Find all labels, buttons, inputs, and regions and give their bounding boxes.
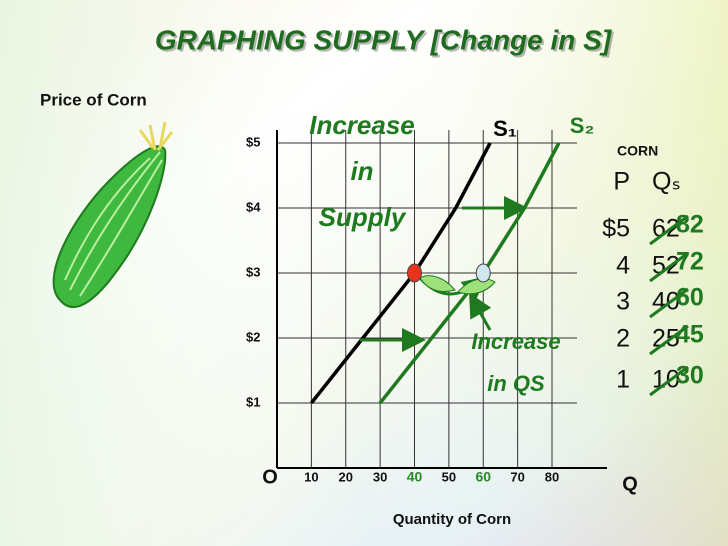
highlight-point xyxy=(407,263,422,283)
x-tick-label: 40 xyxy=(407,469,423,485)
x-tick-label: 60 xyxy=(475,469,491,485)
highlight-point xyxy=(475,263,491,283)
table-price: $5 xyxy=(602,215,630,243)
table-price: 2 xyxy=(616,325,630,353)
x-axis-letter: Q xyxy=(622,473,638,495)
y-axis-label: Price of Corn xyxy=(40,90,147,109)
table-new-quantity: 60 xyxy=(676,284,704,312)
annotation: Increase xyxy=(309,110,415,140)
table-header: P xyxy=(613,168,630,196)
origin-label: O xyxy=(262,466,278,488)
strike xyxy=(649,365,689,397)
series-label: S₁ xyxy=(493,116,517,141)
annotation: in QS xyxy=(487,371,545,396)
table-new-quantity: 82 xyxy=(676,211,704,239)
strike xyxy=(649,214,689,246)
table-price: 1 xyxy=(616,366,630,394)
x-tick-label: 80 xyxy=(545,469,559,484)
series-label: S₂ xyxy=(570,113,594,138)
annotation: in xyxy=(350,156,373,186)
x-tick-label: 20 xyxy=(339,469,353,484)
x-tick-label: 10 xyxy=(304,469,318,484)
table-new-quantity: 45 xyxy=(676,321,704,349)
strike xyxy=(649,287,689,319)
chart-title: GRAPHING SUPPLY [Change in S] xyxy=(155,24,613,55)
x-tick-label: 30 xyxy=(373,469,387,484)
table-price: 3 xyxy=(616,288,630,316)
arrow xyxy=(469,292,492,331)
strike xyxy=(649,324,689,356)
table-new-quantity: 30 xyxy=(676,362,704,390)
table-header: Qₛ xyxy=(652,168,681,196)
title-shadow: GRAPHING SUPPLY [Change in S] xyxy=(157,26,615,57)
leaf xyxy=(419,275,456,292)
y-tick-label: $5 xyxy=(246,134,260,149)
table-price: 4 xyxy=(616,252,630,280)
x-tick-label: 70 xyxy=(510,469,524,484)
table-title: CORN xyxy=(617,143,658,159)
y-tick-label: $3 xyxy=(246,264,260,279)
corn-illustration xyxy=(52,121,174,309)
annotation: Supply xyxy=(319,202,407,232)
y-tick-label: $2 xyxy=(246,329,260,344)
y-tick-label: $4 xyxy=(246,199,261,214)
table-new-quantity: 72 xyxy=(676,248,704,276)
x-tick-label: 50 xyxy=(442,469,456,484)
annotation: Increase xyxy=(471,329,560,354)
leaf xyxy=(457,278,496,295)
strike xyxy=(649,251,689,283)
y-tick-label: $1 xyxy=(246,394,260,409)
x-axis-label: Quantity of Corn xyxy=(393,511,511,528)
